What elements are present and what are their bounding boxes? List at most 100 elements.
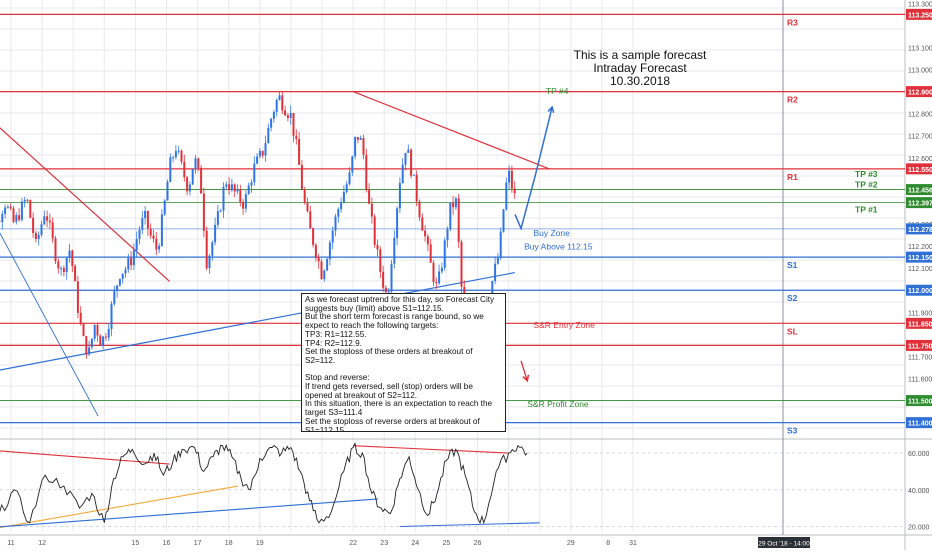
candle-body	[6, 206, 9, 208]
candle-body	[424, 230, 427, 237]
y-tick-label: 113.300	[908, 1, 932, 8]
candle-body	[373, 216, 376, 245]
candle-body	[264, 143, 267, 156]
candle-body	[23, 199, 26, 202]
price-badge-label: 112.456	[908, 188, 932, 195]
candle-body	[197, 158, 200, 168]
candle-body	[247, 185, 250, 195]
candle-body	[110, 303, 113, 329]
x-tick-label: 12	[38, 540, 46, 547]
price-badge-label: 112.900	[908, 90, 932, 97]
candle-body	[15, 215, 18, 222]
osc-support-left	[0, 498, 379, 528]
candle-body	[404, 152, 407, 165]
candle-body	[508, 170, 511, 183]
candle-body	[348, 172, 351, 185]
candle-body	[398, 183, 401, 209]
resistance-trendline	[352, 91, 550, 170]
candle-body	[107, 328, 110, 338]
title-line-1: This is a sample forecast	[573, 48, 707, 62]
candle-body	[513, 188, 516, 194]
candle-body	[90, 338, 93, 348]
candle-body	[76, 281, 79, 313]
candle-body	[415, 174, 418, 202]
candle-body	[163, 200, 166, 215]
candle-body	[104, 336, 107, 338]
candle-body	[460, 241, 463, 287]
candle-body	[214, 224, 217, 243]
candle-body	[505, 182, 508, 210]
candle-body	[244, 194, 247, 209]
candle-body	[1, 213, 4, 223]
candle-body	[306, 202, 309, 212]
x-tick-label: 8	[606, 540, 610, 547]
candle-body	[379, 249, 382, 272]
candle-body	[82, 323, 85, 337]
price-badge	[906, 163, 932, 175]
candle-body	[62, 268, 65, 273]
x-tick-label: 24	[411, 540, 419, 547]
candle-body	[71, 250, 74, 267]
candle-body	[177, 150, 180, 152]
candle-body	[510, 170, 513, 189]
candle-body	[410, 149, 413, 176]
candle-body	[186, 177, 189, 192]
candle-body	[393, 237, 396, 264]
candle-body	[289, 112, 292, 118]
candle-body	[51, 222, 54, 239]
candle-body	[326, 259, 329, 271]
level-label: R3	[787, 17, 798, 27]
candle-body	[452, 202, 455, 208]
price-badge-label: 111.500	[908, 399, 932, 406]
candle-body	[74, 266, 77, 282]
upper-left-trendline	[0, 127, 171, 282]
candle-body	[85, 336, 88, 355]
candle-body	[368, 189, 371, 204]
candle-body	[496, 258, 499, 264]
candle-body	[312, 228, 315, 245]
candle-body	[188, 184, 191, 192]
candle-body	[174, 151, 177, 158]
level-label: S3	[787, 426, 798, 436]
candle-body	[418, 201, 421, 218]
candle-body	[334, 216, 337, 231]
candle-body	[65, 258, 68, 273]
candle-body	[286, 115, 289, 118]
y-tick-label: 112.700	[908, 134, 932, 141]
price-badge-label: 112.278	[908, 227, 932, 234]
y-tick-label: 112.100	[908, 266, 932, 273]
candle-body	[309, 211, 312, 229]
candle-body	[135, 238, 138, 251]
candle-body	[384, 287, 387, 293]
candle-body	[18, 215, 21, 220]
level-label: S1	[787, 260, 798, 270]
candle-body	[191, 169, 194, 185]
x-tick-label: 26	[474, 540, 482, 547]
candle-body	[160, 214, 163, 246]
x-tick-label: 31	[629, 540, 637, 547]
candle-body	[46, 216, 49, 221]
candle-body	[233, 184, 236, 192]
price-badge-label: 112.150	[908, 255, 932, 262]
osc-y-tick-label: 20.000	[908, 524, 930, 531]
chart-title: This is a sample forecast Intraday Forec…	[555, 49, 725, 88]
up-arrow	[514, 106, 553, 231]
annotation-label: S&R Profit Zone	[527, 399, 589, 409]
candle-body	[340, 202, 343, 210]
candle-body	[342, 191, 345, 203]
x-tick-label: 29	[567, 540, 575, 547]
price-badge-label: 112.000	[908, 288, 932, 295]
osc-resistance-left	[0, 450, 170, 465]
candle-body	[494, 263, 497, 282]
price-badge	[906, 395, 932, 407]
y-tick-label: 111.700	[908, 354, 932, 361]
candle-body	[275, 99, 278, 112]
level-label: TP #3	[855, 169, 878, 179]
annotation-label: Buy Zone	[533, 228, 570, 238]
lower-left-trendline	[0, 232, 99, 417]
price-badge	[906, 8, 932, 20]
candle-body	[158, 245, 161, 250]
candle-body	[205, 230, 208, 269]
